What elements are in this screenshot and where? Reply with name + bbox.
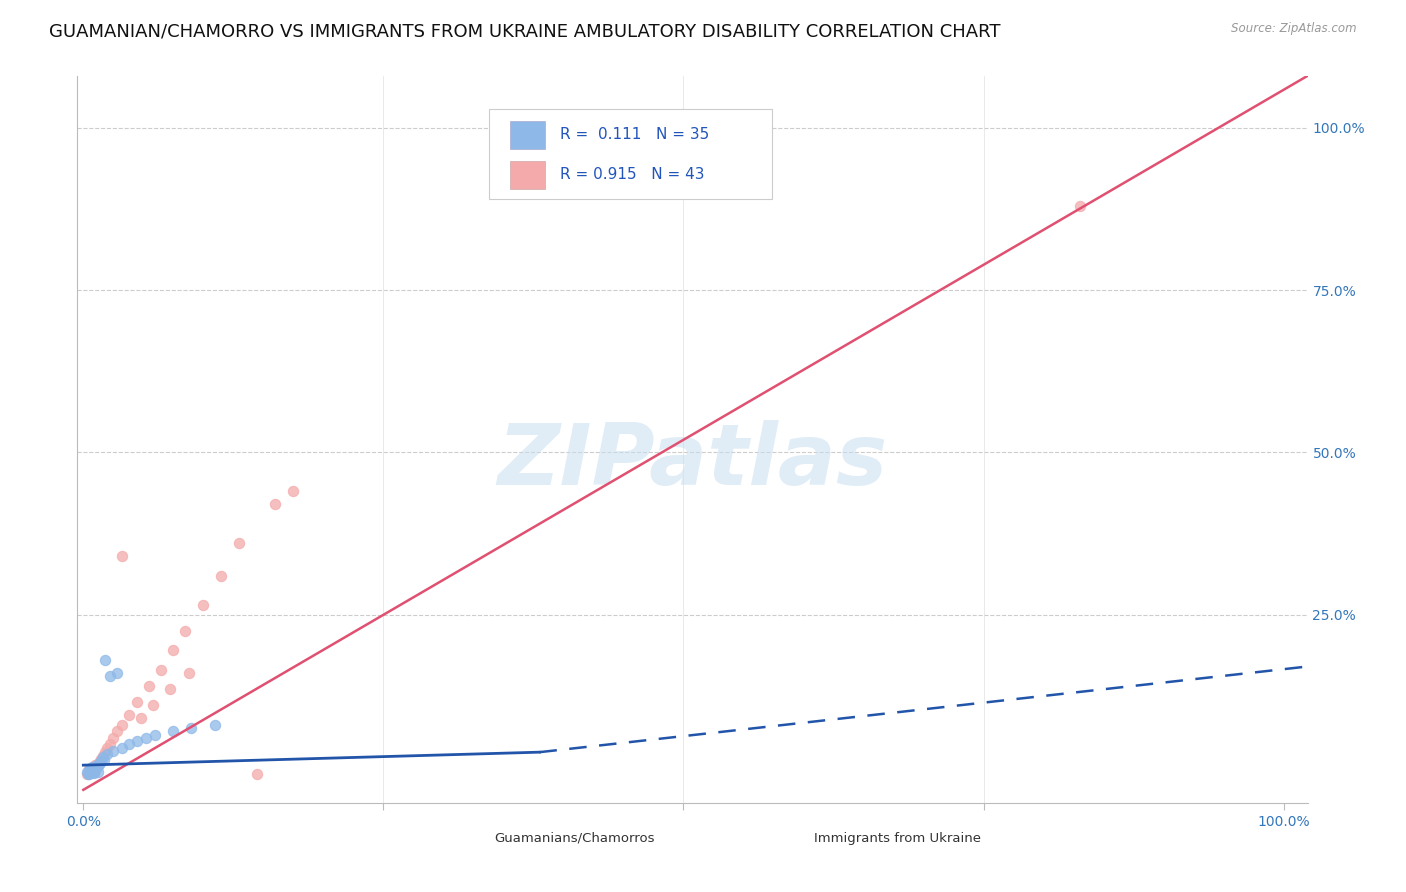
Point — [162, 724, 184, 739]
Point — [129, 711, 152, 725]
Point — [94, 653, 117, 667]
Point — [83, 764, 105, 779]
Point — [209, 568, 232, 582]
Point — [79, 762, 101, 776]
Point — [96, 740, 118, 755]
Point — [93, 753, 115, 767]
Point — [118, 738, 141, 752]
Text: Source: ZipAtlas.com: Source: ZipAtlas.com — [1232, 22, 1357, 36]
Point — [90, 752, 112, 766]
Point — [103, 744, 125, 758]
Point — [177, 665, 200, 680]
Point — [79, 762, 101, 776]
Text: R = 0.915   N = 43: R = 0.915 N = 43 — [560, 167, 704, 182]
Point — [80, 763, 103, 777]
Point — [89, 756, 111, 770]
Point — [79, 764, 101, 778]
Point — [87, 759, 110, 773]
Point — [264, 497, 287, 511]
Point — [103, 731, 125, 745]
Point — [162, 643, 184, 657]
FancyBboxPatch shape — [510, 161, 546, 188]
Point — [79, 767, 101, 781]
Point — [204, 718, 226, 732]
Point — [135, 731, 157, 745]
Point — [91, 749, 114, 764]
Point — [246, 766, 269, 780]
Point — [174, 624, 197, 638]
Point — [111, 549, 134, 563]
Point — [80, 760, 103, 774]
Point — [98, 669, 121, 683]
Point — [105, 724, 128, 739]
Point — [127, 695, 149, 709]
Point — [82, 761, 104, 775]
Point — [98, 738, 121, 752]
Point — [83, 760, 105, 774]
FancyBboxPatch shape — [489, 109, 772, 200]
Point — [82, 763, 104, 777]
Point — [91, 750, 114, 764]
FancyBboxPatch shape — [510, 121, 546, 149]
Point — [87, 756, 110, 770]
Text: Guamanians/Chamorros: Guamanians/Chamorros — [495, 832, 655, 845]
Point — [283, 484, 305, 499]
Point — [1069, 199, 1091, 213]
Point — [77, 766, 100, 780]
Point — [76, 764, 98, 779]
Point — [86, 759, 108, 773]
Point — [77, 764, 100, 779]
Point — [159, 682, 181, 697]
Point — [89, 754, 111, 768]
Point — [111, 718, 134, 732]
Point — [80, 764, 103, 778]
Point — [87, 756, 110, 771]
Point — [84, 762, 107, 776]
Point — [118, 708, 141, 723]
Point — [79, 765, 101, 780]
Point — [96, 747, 118, 761]
Point — [143, 728, 166, 742]
Point — [111, 740, 134, 755]
Point — [180, 721, 202, 735]
Point — [150, 663, 173, 677]
Text: GUAMANIAN/CHAMORRO VS IMMIGRANTS FROM UKRAINE AMBULATORY DISABILITY CORRELATION : GUAMANIAN/CHAMORRO VS IMMIGRANTS FROM UK… — [49, 22, 1001, 40]
Point — [84, 761, 107, 775]
Point — [76, 766, 98, 780]
Text: R =  0.111   N = 35: R = 0.111 N = 35 — [560, 128, 709, 142]
Point — [87, 756, 110, 771]
Point — [193, 598, 215, 612]
Point — [94, 745, 117, 759]
Point — [228, 536, 250, 550]
Point — [84, 764, 107, 778]
Point — [142, 698, 165, 713]
Point — [86, 758, 108, 772]
Point — [79, 766, 101, 780]
FancyBboxPatch shape — [453, 827, 479, 847]
Point — [83, 761, 105, 775]
Point — [87, 764, 110, 779]
Text: Immigrants from Ukraine: Immigrants from Ukraine — [814, 832, 981, 845]
Point — [84, 758, 107, 772]
Point — [105, 665, 128, 680]
Point — [127, 734, 149, 748]
Point — [82, 764, 104, 779]
Text: ZIPatlas: ZIPatlas — [498, 419, 887, 502]
Point — [82, 764, 104, 778]
Point — [80, 765, 103, 780]
FancyBboxPatch shape — [772, 827, 800, 847]
Point — [90, 754, 112, 768]
Point — [79, 764, 101, 778]
Point — [138, 679, 160, 693]
Point — [83, 766, 105, 780]
